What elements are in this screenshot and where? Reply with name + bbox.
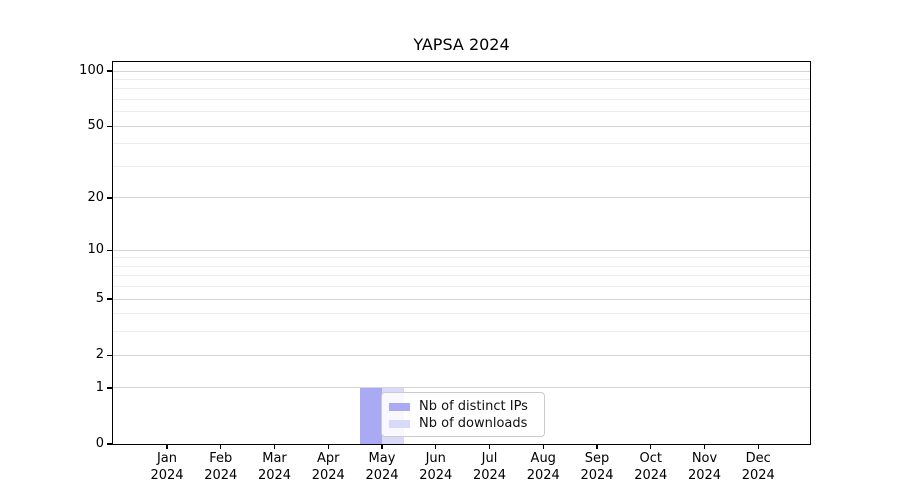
x-tick-year: 2024 bbox=[365, 467, 399, 483]
plot-area bbox=[112, 61, 811, 445]
x-tick-year: 2024 bbox=[634, 467, 668, 483]
legend-item-distinct-ips: Nb of distinct IPs bbox=[389, 398, 536, 415]
x-tick-month: Aug bbox=[530, 451, 556, 466]
x-tick-month: Oct bbox=[639, 451, 662, 466]
y-gridline-minor bbox=[113, 313, 810, 315]
y-tick-label: 50 bbox=[87, 118, 104, 134]
y-tick-label: 20 bbox=[87, 189, 104, 205]
legend-label: Nb of distinct IPs bbox=[419, 398, 528, 414]
x-tick-label: Aug 2024 bbox=[511, 451, 575, 484]
y-gridline-minor bbox=[113, 88, 810, 90]
x-tick-label: Dec 2024 bbox=[726, 451, 790, 484]
x-tick-mark bbox=[596, 444, 598, 449]
y-gridline-minor bbox=[113, 78, 810, 80]
x-tick-mark bbox=[327, 444, 329, 449]
legend-item-downloads: Nb of downloads bbox=[389, 415, 536, 432]
y-tick-label: 2 bbox=[95, 347, 104, 363]
y-tick-mark bbox=[107, 443, 113, 445]
x-tick-mark bbox=[650, 444, 652, 449]
x-tick-year: 2024 bbox=[150, 467, 184, 483]
x-tick-mark bbox=[435, 444, 437, 449]
x-tick-label: Jun 2024 bbox=[404, 451, 468, 484]
x-tick-month: Feb bbox=[209, 451, 233, 466]
y-gridline-minor bbox=[113, 257, 810, 259]
x-tick-label: Apr 2024 bbox=[296, 451, 360, 484]
x-tick-mark bbox=[488, 444, 491, 449]
legend-swatch bbox=[389, 419, 410, 428]
x-tick-year: 2024 bbox=[204, 467, 238, 483]
x-tick-month: May bbox=[368, 451, 396, 466]
x-tick-year: 2024 bbox=[472, 467, 507, 483]
y-gridline-major bbox=[113, 249, 810, 251]
y-tick-mark bbox=[107, 298, 113, 300]
x-tick-mark bbox=[166, 444, 168, 449]
x-tick-mark bbox=[757, 444, 759, 449]
x-tick-label: Oct 2024 bbox=[619, 451, 683, 484]
y-gridline-minor bbox=[113, 165, 810, 167]
x-tick-mark bbox=[220, 444, 222, 449]
x-tick-label: Feb 2024 bbox=[189, 451, 253, 484]
x-tick-mark bbox=[703, 444, 706, 449]
y-tick-label: 1 bbox=[95, 379, 104, 395]
x-tick-month: Dec bbox=[745, 451, 771, 466]
legend-label: Nb of downloads bbox=[419, 415, 528, 431]
y-tick-label: 10 bbox=[87, 242, 104, 258]
x-tick-month: Sep bbox=[584, 451, 610, 466]
x-tick-year: 2024 bbox=[526, 467, 560, 483]
y-gridline-minor bbox=[113, 143, 810, 145]
x-tick-mark bbox=[542, 444, 544, 449]
x-tick-year: 2024 bbox=[580, 467, 614, 483]
x-tick-label: Mar 2024 bbox=[243, 451, 307, 484]
x-tick-label: Jul 2024 bbox=[458, 451, 522, 484]
x-tick-year: 2024 bbox=[311, 467, 345, 483]
y-tick-mark bbox=[107, 197, 113, 199]
y-gridline-minor bbox=[113, 265, 810, 267]
x-tick-month: Apr bbox=[317, 451, 340, 466]
x-tick-month: Nov bbox=[691, 451, 718, 466]
y-gridline-major bbox=[113, 197, 810, 199]
y-gridline-minor bbox=[113, 111, 810, 113]
chart-title: YAPSA 2024 bbox=[413, 35, 510, 54]
y-tick-mark bbox=[107, 354, 113, 356]
x-tick-year: 2024 bbox=[687, 467, 722, 483]
x-tick-mark bbox=[273, 444, 276, 449]
x-tick-year: 2024 bbox=[257, 467, 292, 483]
x-tick-label: May 2024 bbox=[350, 451, 414, 484]
x-tick-mark bbox=[381, 444, 383, 449]
y-gridline-major bbox=[113, 70, 810, 72]
y-tick-label: 0 bbox=[95, 436, 104, 451]
y-tick-mark bbox=[107, 249, 113, 251]
y-gridline-minor bbox=[113, 286, 810, 288]
legend: Nb of distinct IPs Nb of downloads bbox=[381, 392, 545, 437]
x-tick-month: Jun bbox=[425, 451, 446, 466]
y-tick-mark bbox=[107, 70, 113, 72]
y-gridline-major bbox=[113, 125, 810, 127]
y-gridline-minor bbox=[113, 275, 810, 277]
y-gridline-major bbox=[113, 354, 810, 356]
x-tick-month: Jul bbox=[481, 451, 498, 466]
x-tick-year: 2024 bbox=[741, 467, 775, 483]
x-tick-year: 2024 bbox=[419, 467, 453, 483]
x-tick-label: Sep 2024 bbox=[565, 451, 629, 484]
y-gridline-major bbox=[113, 298, 810, 300]
y-gridline-minor bbox=[113, 98, 810, 100]
bar bbox=[360, 387, 382, 444]
x-tick-label: Nov 2024 bbox=[673, 451, 737, 484]
x-tick-month: Jan bbox=[156, 451, 178, 466]
y-tick-mark bbox=[107, 125, 113, 127]
x-tick-label: Jan 2024 bbox=[135, 451, 199, 484]
y-gridline-major bbox=[113, 387, 810, 389]
x-tick-month: Mar bbox=[262, 451, 287, 466]
y-tick-mark bbox=[107, 387, 113, 389]
legend-swatch bbox=[389, 402, 410, 411]
y-tick-label: 100 bbox=[79, 63, 104, 78]
y-gridline-minor bbox=[113, 331, 810, 333]
y-tick-label: 5 bbox=[95, 291, 104, 307]
